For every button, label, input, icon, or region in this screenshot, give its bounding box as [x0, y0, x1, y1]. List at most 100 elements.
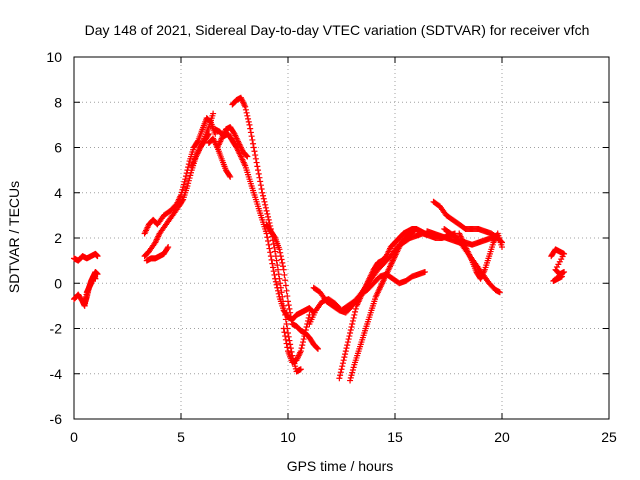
data-point-interp [270, 268, 277, 275]
data-point [92, 275, 99, 282]
data-point-interp [349, 317, 356, 324]
data-point-interp [281, 307, 288, 314]
y-tick-label: 4 [54, 185, 62, 201]
series-11 [263, 221, 321, 352]
data-point-interp [347, 327, 354, 334]
data-point [558, 273, 565, 280]
data-point-interp [249, 136, 256, 143]
data-point [285, 330, 291, 337]
data-point [246, 121, 253, 128]
series-16 [347, 228, 418, 384]
data-point [276, 275, 283, 282]
data-point-interp [269, 260, 276, 267]
data-point-interp [301, 333, 308, 340]
data-point-interp [303, 323, 310, 330]
data-point-interp [337, 369, 344, 376]
series-6 [188, 110, 217, 169]
data-point-interp [261, 198, 268, 205]
data-point-interp [283, 287, 290, 294]
data-point [259, 189, 266, 196]
data-point [314, 345, 321, 352]
data-point [302, 330, 309, 337]
x-tick-label: 25 [601, 429, 617, 445]
data-point-interp [345, 336, 352, 343]
data-point-interp [271, 271, 278, 278]
data-point-interp [181, 178, 188, 185]
data-point-interp [285, 302, 292, 309]
data-point-interp [339, 360, 346, 367]
data-point-interp [180, 181, 187, 188]
data-point-interp [264, 234, 271, 241]
data-point-interp [271, 233, 278, 240]
data-point-interp [258, 185, 265, 192]
data-point-interp [275, 287, 282, 294]
data-point-interp [268, 256, 275, 263]
data-point-interp [187, 172, 194, 179]
data-point-interp [350, 364, 357, 371]
data-point-interp [346, 333, 353, 340]
data-point-interp [277, 253, 284, 260]
y-tick-label: 0 [54, 275, 62, 291]
data-point-interp [341, 354, 348, 361]
data-point-interp [226, 172, 233, 179]
series-5 [143, 244, 172, 264]
data-point-interp [262, 204, 269, 211]
data-point-interp [300, 336, 307, 343]
data-point-interp [265, 216, 272, 223]
data-point [210, 110, 217, 117]
data-point [263, 230, 270, 237]
data-point-interp [179, 197, 186, 204]
data-point-interp [278, 256, 285, 263]
data-point-interp [348, 323, 355, 330]
data-point-interp [182, 173, 189, 180]
data-point [272, 248, 279, 255]
data-point-interp [338, 366, 345, 373]
data-point-interp [247, 125, 254, 132]
data-point-interp [287, 309, 294, 316]
y-tick-label: -2 [50, 321, 63, 337]
data-point [227, 173, 234, 180]
data-point-interp [257, 182, 264, 189]
data-point [280, 302, 287, 309]
data-point [340, 357, 347, 364]
data-point-interp [288, 348, 295, 355]
data-point [280, 266, 287, 273]
data-point [165, 244, 172, 251]
data-point-interp [186, 175, 193, 182]
data-point [297, 366, 304, 373]
x-tick-label: 10 [280, 429, 296, 445]
data-point [184, 182, 191, 189]
data-point-interp [280, 263, 287, 270]
data-point-interp [349, 369, 356, 376]
data-point-interp [253, 159, 260, 166]
data-point-interp [288, 317, 295, 324]
data-point-interp [275, 271, 282, 278]
data-point [344, 339, 351, 346]
data-point-interp [243, 109, 250, 116]
data-point [421, 268, 428, 275]
y-tick-label: -6 [50, 411, 63, 427]
data-point-interp [299, 342, 306, 349]
data-point-interp [260, 195, 267, 202]
data-point-interp [279, 259, 286, 266]
y-tick-label: 6 [54, 140, 62, 156]
data-point-interp [257, 178, 264, 185]
data-point-interp [272, 278, 279, 285]
data-point [285, 298, 291, 305]
data-points [71, 94, 568, 384]
data-point-interp [245, 115, 252, 122]
data-point-interp [248, 133, 255, 140]
x-tick-label: 20 [494, 429, 510, 445]
x-tick-label: 15 [387, 429, 403, 445]
y-tick-label: 10 [46, 49, 62, 65]
data-point-interp [284, 293, 291, 300]
data-point-interp [349, 366, 356, 373]
data-point-interp [298, 345, 305, 352]
data-point-interp [350, 314, 357, 321]
data-point-interp [351, 311, 358, 318]
data-point [94, 253, 101, 260]
data-point-interp [283, 320, 290, 327]
data-point-interp [273, 281, 280, 288]
data-point-interp [299, 339, 306, 346]
data-point-interp [252, 155, 259, 162]
